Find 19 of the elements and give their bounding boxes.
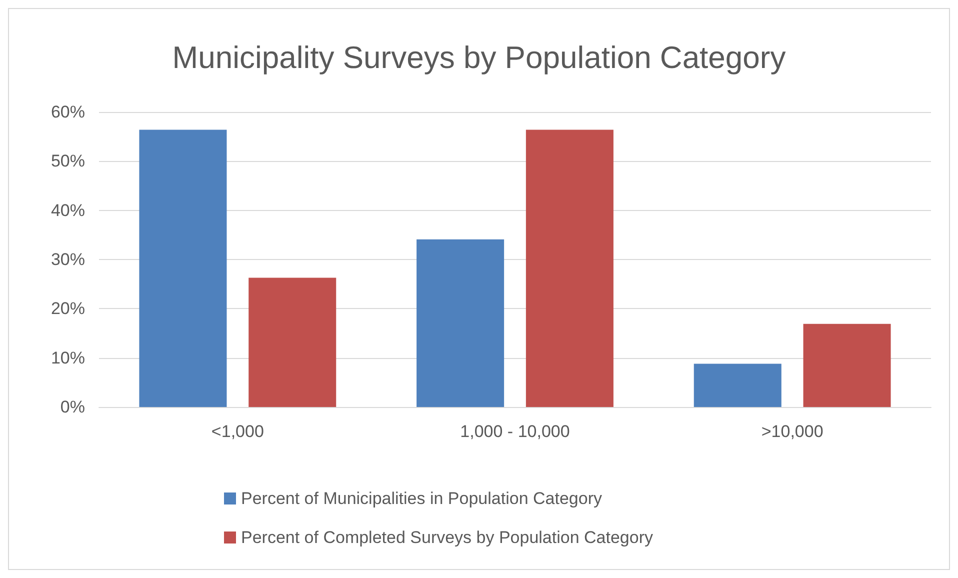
bar	[139, 130, 227, 407]
legend-label: Percent of Municipalities in Population Category	[241, 489, 602, 508]
bar	[416, 239, 504, 407]
chart-title: Municipality Surveys by Population Category	[172, 40, 786, 75]
x-tick-label: 1,000 - 10,000	[460, 422, 570, 441]
y-tick-label: 10%	[50, 348, 85, 368]
x-tick-label: <1,000	[211, 422, 264, 441]
bar	[803, 324, 891, 407]
y-tick-label: 60%	[50, 102, 85, 122]
y-tick-label: 0%	[60, 398, 85, 416]
y-tick-label: 40%	[50, 200, 85, 220]
y-tick-label: 50%	[50, 152, 85, 171]
y-tick-label: 30%	[50, 250, 85, 269]
x-tick-label: >10,000	[761, 422, 824, 441]
bar	[694, 364, 782, 407]
y-tick-label: 20%	[50, 299, 85, 318]
bar	[248, 278, 336, 407]
bar	[526, 130, 614, 407]
legend-label: Percent of Completed Surveys by Population Category	[241, 528, 654, 547]
